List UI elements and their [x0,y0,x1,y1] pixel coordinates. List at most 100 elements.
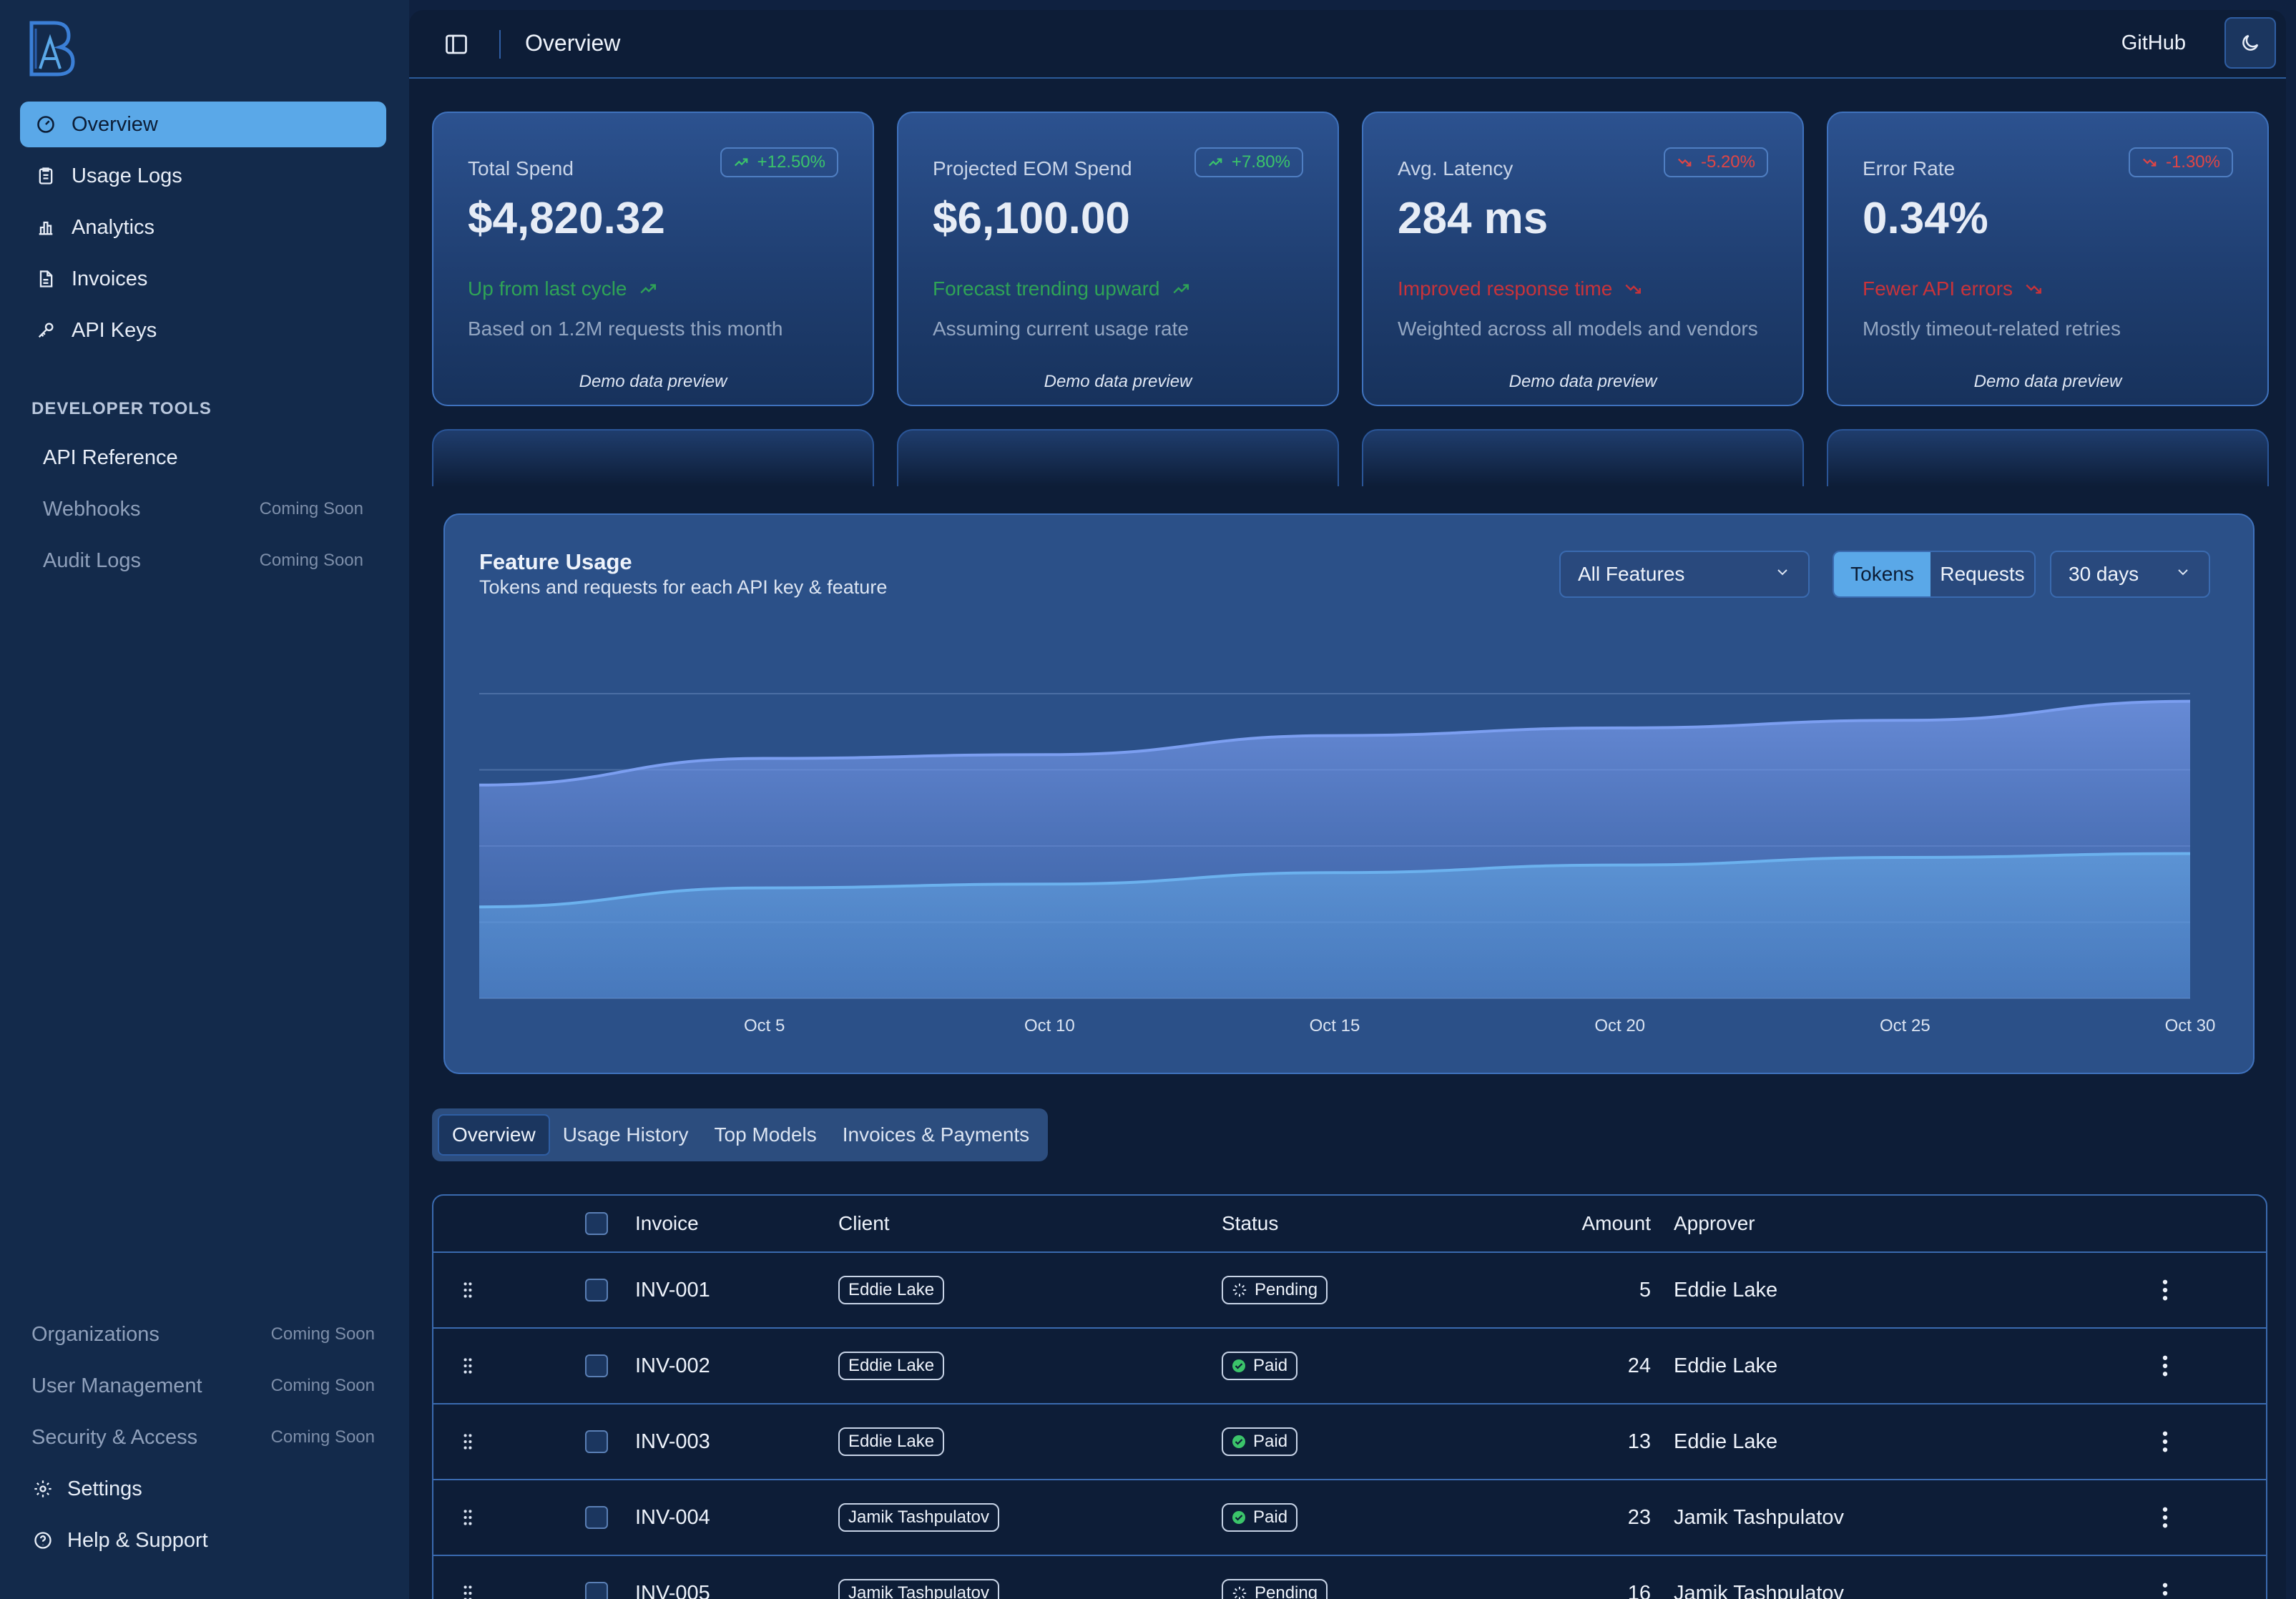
approver: Eddie Lake [1674,1430,1778,1453]
column-invoice[interactable]: Invoice [635,1212,699,1234]
coming-soon-badge: Coming Soon [259,551,363,570]
theme-toggle-button[interactable] [2224,17,2276,69]
tab-top-models[interactable]: Top Models [714,1123,817,1146]
feature-select[interactable]: All Features [1559,551,1810,598]
client-badge: Eddie Lake [838,1352,945,1380]
sidebar-item-webhooks[interactable]: Webhooks Coming Soon [20,483,386,535]
sidebar-item-label: Organizations [31,1322,160,1346]
x-tick-label: Oct 10 [1024,1016,1075,1035]
kpi-change-badge: -1.30% [2128,147,2233,177]
sidebar-item-label: Audit Logs [43,548,142,572]
drag-handle-icon[interactable] [461,1480,475,1555]
tab-invoices-payments[interactable]: Invoices & Payments [842,1123,1030,1146]
kpi-title: Total Spend [468,157,574,179]
tokens-toggle-button[interactable]: Tokens [1834,552,1931,596]
table-row[interactable]: INV-003 Eddie Lake Paid 13 Eddie Lake [433,1404,2266,1480]
table-body: INV-001 Eddie Lake Pending 5 Eddie Lake INV-0… [433,1253,2266,1599]
tab-overview[interactable]: Overview [438,1114,550,1156]
sidebar-item-audit-logs[interactable]: Audit Logs Coming Soon [20,535,386,586]
row-checkbox[interactable] [585,1430,608,1453]
kpi-trend-text: Forecast trending upward [933,277,1160,300]
trending-up-icon [1207,154,1223,170]
placeholder-card [432,429,874,486]
main-panel: Overview GitHub Total Spend +12.50% $4,8… [409,10,2286,1599]
chevron-down-icon [2174,563,2192,586]
kpi-card-projected-spend: Projected EOM Spend +7.80% $6,100.00 For… [897,112,1339,406]
sidebar-item-api-reference[interactable]: API Reference [20,432,386,483]
requests-toggle-button[interactable]: Requests [1940,563,2025,585]
column-amount[interactable]: Amount [1581,1212,1652,1234]
table-row[interactable]: INV-001 Eddie Lake Pending 5 Eddie Lake [433,1253,2266,1329]
column-status[interactable]: Status [1222,1212,1279,1234]
sidebar-item-overview[interactable]: Overview [20,102,386,147]
sidebar-item-analytics[interactable]: Analytics [20,205,386,250]
key-icon [34,319,57,342]
row-checkbox[interactable] [585,1279,608,1302]
feature-usage-card: Oct 5 Oct 10 Oct 15 Oct 20 Oct 25 Oct 30 Feat… [443,513,2255,1074]
kpi-change-value: +7.80% [1231,152,1290,172]
row-checkbox[interactable] [585,1582,608,1599]
range-select[interactable]: 30 days [2050,551,2210,598]
app-logo[interactable] [26,19,77,77]
more-actions-icon[interactable] [2162,1480,2169,1555]
gear-icon [31,1477,54,1500]
sidebar-item-label: Settings [67,1477,142,1500]
kpi-trend: Forecast trending upward [933,277,1190,300]
kpi-value: 284 ms [1398,194,1549,243]
developer-tools-heading: DEVELOPER TOOLS [31,399,212,418]
status-badge: Pending [1222,1579,1328,1599]
table-row[interactable]: INV-004 Jamik Tashpulatov Paid 23 Jamik Tash… [433,1480,2266,1556]
sidebar-item-label: API Reference [43,446,178,469]
invoice-id: INV-001 [635,1278,710,1302]
row-checkbox[interactable] [585,1506,608,1529]
kpi-trend: Improved response time [1398,277,1642,300]
help-circle-icon [31,1529,54,1552]
sidebar-item-usage-logs[interactable]: Usage Logs [20,153,386,199]
sidebar-item-invoices[interactable]: Invoices [20,256,386,302]
kpi-trend: Up from last cycle [468,277,657,300]
kpi-subtext: Mostly timeout-related retries [1863,318,2121,340]
page-title: Overview [525,30,621,56]
sidebar-item-help-support[interactable]: Help & Support [20,1515,386,1566]
bar-chart-icon [34,216,57,239]
more-actions-icon[interactable] [2162,1253,2169,1327]
github-link[interactable]: GitHub [2121,31,2186,54]
coming-soon-badge: Coming Soon [270,1427,375,1447]
kpi-value: 0.34% [1863,194,1988,243]
drag-handle-icon[interactable] [461,1556,475,1599]
chart-subtitle: Tokens and requests for each API key & f… [479,576,888,598]
sidebar-item-user-management[interactable]: User Management Coming Soon [20,1360,386,1412]
sidebar-item-label: Overview [72,112,158,136]
tab-usage-history[interactable]: Usage History [562,1123,689,1146]
approver: Jamik Tashpulatov [1674,1505,1845,1529]
more-actions-icon[interactable] [2162,1556,2169,1599]
invoice-id: INV-005 [635,1581,710,1599]
drag-handle-icon[interactable] [461,1253,475,1327]
drag-handle-icon[interactable] [461,1404,475,1479]
client-badge: Jamik Tashpulatov [838,1503,999,1532]
trending-down-icon [1624,280,1642,298]
kpi-change-value: -5.20% [1700,152,1755,172]
coming-soon-badge: Coming Soon [259,499,363,518]
row-checkbox[interactable] [585,1354,608,1377]
sidebar-toggle-icon[interactable] [443,31,469,57]
select-all-checkbox[interactable] [585,1212,608,1235]
column-client[interactable]: Client [838,1212,890,1234]
table-row[interactable]: INV-002 Eddie Lake Paid 24 Eddie Lake [433,1329,2266,1404]
sidebar-item-settings[interactable]: Settings [20,1463,386,1515]
drag-handle-icon[interactable] [461,1329,475,1403]
column-approver[interactable]: Approver [1674,1212,1755,1234]
status-text: Pending [1255,1583,1318,1599]
x-tick-label: Oct 25 [1880,1016,1930,1035]
more-actions-icon[interactable] [2162,1329,2169,1403]
sidebar-item-api-keys[interactable]: API Keys [20,308,386,353]
sidebar-item-security-access[interactable]: Security & Access Coming Soon [20,1412,386,1463]
more-actions-icon[interactable] [2162,1404,2169,1479]
sidebar-item-label: Help & Support [67,1528,208,1552]
series-0-line [479,699,2191,787]
coming-soon-badge: Coming Soon [270,1324,375,1344]
kpi-footnote: Demo data preview [579,372,727,391]
invoice-id: INV-002 [635,1354,710,1377]
sidebar-item-organizations[interactable]: Organizations Coming Soon [20,1309,386,1360]
table-row[interactable]: INV-005 Jamik Tashpulatov Pending 16 Jamik T… [433,1556,2266,1599]
